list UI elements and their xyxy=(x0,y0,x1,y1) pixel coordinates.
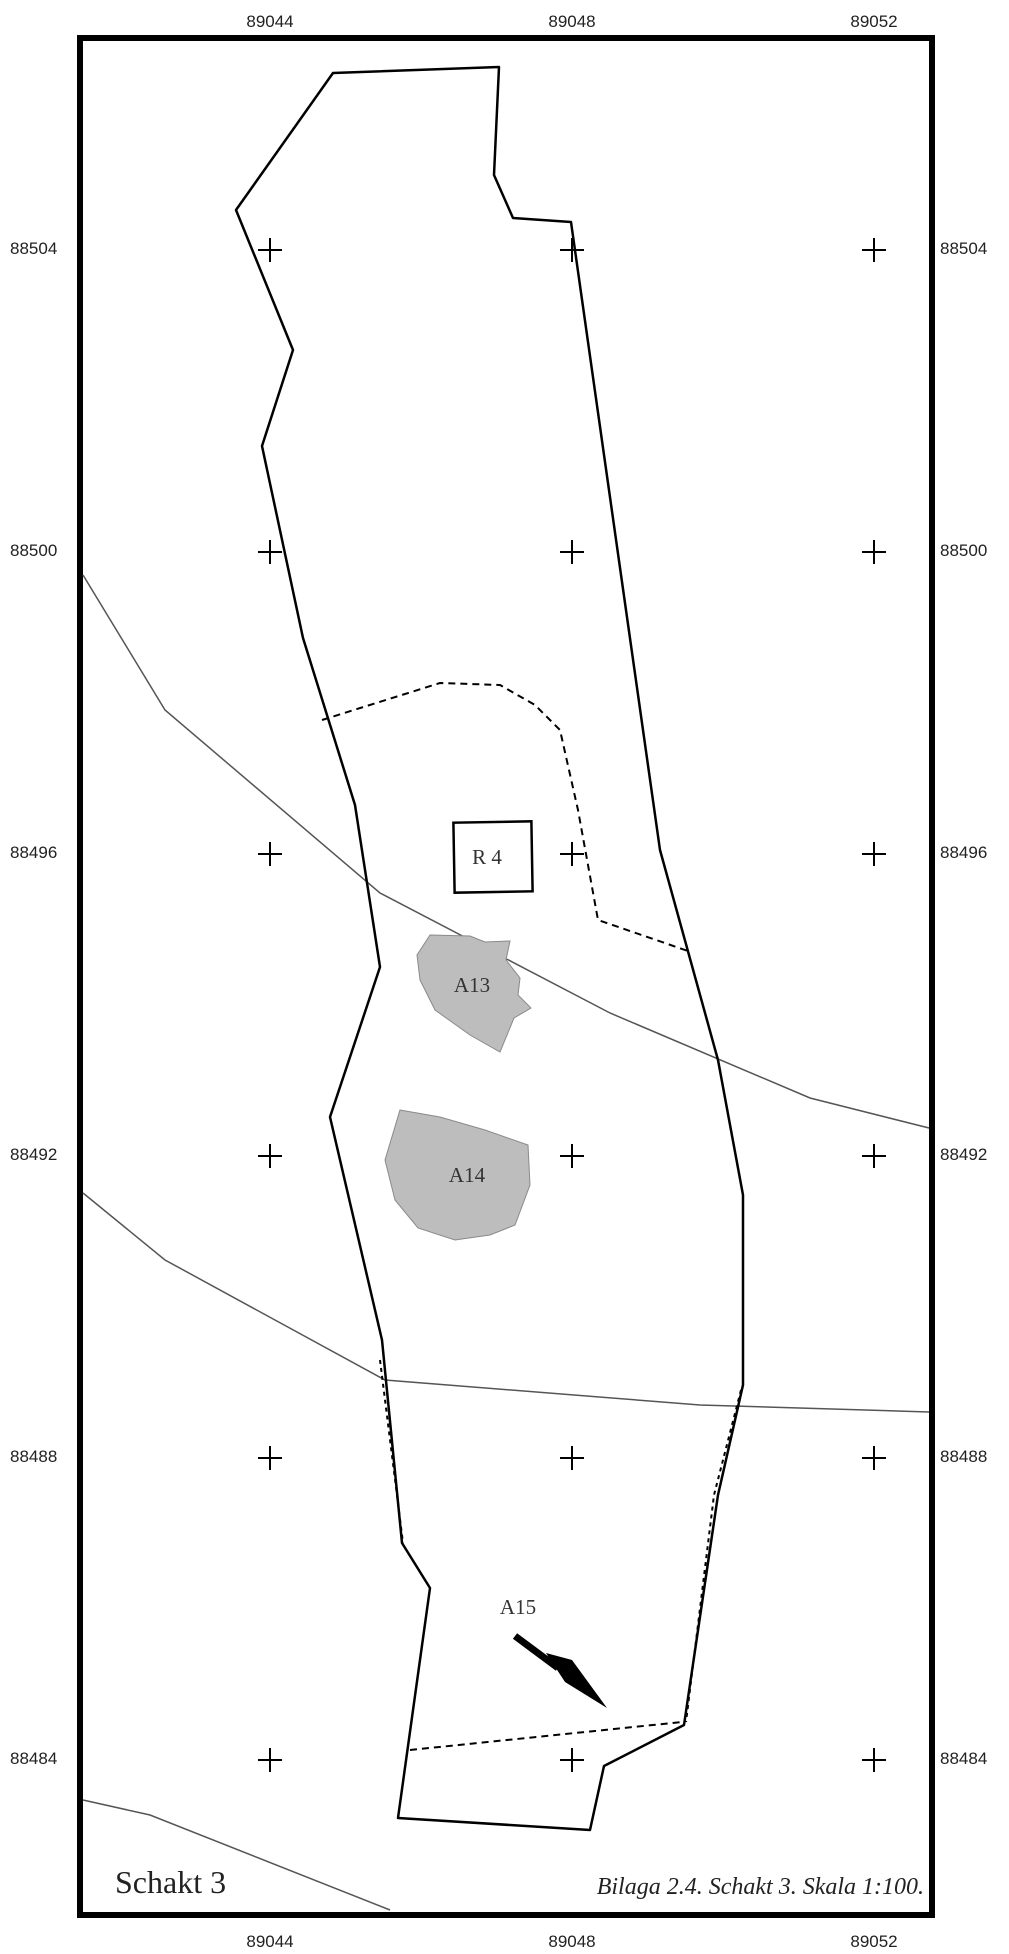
a15-arrow-icon xyxy=(512,1633,607,1708)
y-coord-left-4: 88492 xyxy=(10,1145,57,1164)
schakt-label: Schakt 3 xyxy=(115,1864,226,1900)
feature-a14-label: A14 xyxy=(449,1163,486,1187)
y-coord-right-4: 88492 xyxy=(940,1145,987,1164)
y-coord-right-6: 88484 xyxy=(940,1749,987,1768)
x-coord-bottom-2: 89048 xyxy=(548,1932,595,1951)
dashed-line-lower xyxy=(409,1721,683,1751)
feature-a13 xyxy=(416,934,532,1053)
y-coord-right-3: 88496 xyxy=(940,843,987,862)
figure-caption: Bilaga 2.4. Schakt 3. Skala 1:100. xyxy=(597,1874,924,1900)
y-coord-left-3: 88496 xyxy=(10,843,57,862)
y-coord-right-2: 88500 xyxy=(940,541,987,560)
y-coord-right-5: 88488 xyxy=(940,1447,987,1466)
feature-a15-label: A15 xyxy=(500,1595,536,1619)
dashed-line-left-lower xyxy=(379,1359,404,1544)
y-coord-left-1: 88504 xyxy=(10,239,57,258)
feature-a13-label: A13 xyxy=(454,973,490,997)
y-coord-left-5: 88488 xyxy=(10,1447,57,1466)
x-coord-top-3: 89052 xyxy=(850,12,897,31)
map-frame xyxy=(77,35,935,1918)
x-coord-top-1: 89044 xyxy=(246,12,293,31)
x-coord-top-2: 89048 xyxy=(548,12,595,31)
feature-r4-label: R 4 xyxy=(472,845,502,869)
grid-crosses xyxy=(258,238,886,1772)
trench-outline xyxy=(234,65,745,1832)
feature-r4-box xyxy=(452,820,534,894)
y-coord-right-1: 88504 xyxy=(940,239,987,258)
feature-a14 xyxy=(384,1109,531,1241)
x-coord-bottom-3: 89052 xyxy=(850,1932,897,1951)
y-coord-left-2: 88500 xyxy=(10,541,57,560)
dashed-line-right-lower xyxy=(685,1389,742,1723)
y-coord-left-6: 88484 xyxy=(10,1749,57,1768)
dashed-line-upper xyxy=(321,681,689,952)
contour-line-3 xyxy=(82,1799,391,1911)
x-coord-bottom-1: 89044 xyxy=(246,1932,293,1951)
